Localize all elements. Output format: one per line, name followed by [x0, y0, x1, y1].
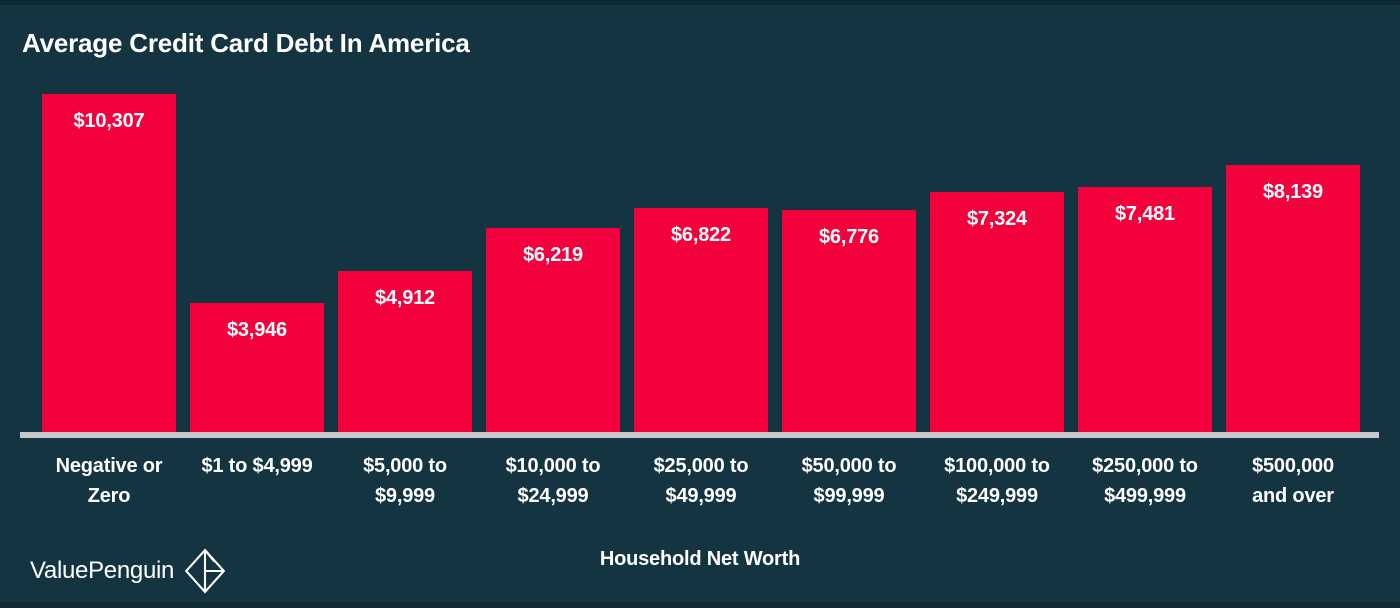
bar: $4,912	[338, 271, 472, 432]
bar-value-label: $7,481	[1115, 203, 1175, 225]
bar: $10,307	[42, 94, 176, 432]
bar: $6,776	[782, 210, 916, 432]
bar: $7,481	[1078, 187, 1212, 432]
x-axis-category: $10,000 to $24,999	[505, 455, 601, 507]
top-edge-strip	[0, 0, 1400, 5]
bar-value-label: $3,946	[227, 319, 287, 341]
x-axis-category: $25,000 to $49,999	[653, 455, 749, 507]
bar: $7,324	[930, 192, 1064, 432]
bar-value-label: $6,822	[671, 224, 731, 246]
x-axis-labels: Negative or Zero $1 to $4,999 $5,000 to $9,9…	[35, 451, 1367, 511]
bar-value-label: $8,139	[1263, 181, 1323, 203]
bar: $3,946	[190, 303, 324, 432]
x-axis-category: $5,000 to $9,999	[363, 455, 447, 507]
chart-title: Average Credit Card Debt In America	[22, 28, 470, 58]
bar-value-label: $6,219	[523, 244, 583, 266]
bar-value-label: $6,776	[819, 226, 879, 248]
brand-name: ValuePenguin	[30, 557, 175, 584]
bar: $6,219	[486, 228, 620, 432]
bar-value-label: $4,912	[375, 287, 435, 309]
x-axis-category: $100,000 to $249,999	[944, 455, 1050, 507]
bar-value-label: $10,307	[73, 110, 145, 132]
bar-value-label: $7,324	[967, 208, 1027, 230]
x-axis-line	[20, 432, 1379, 438]
brand-footer: ValuePenguin	[30, 548, 226, 594]
valuepenguin-logo-icon	[184, 548, 226, 594]
x-axis-category: $500,000 and over	[1252, 455, 1334, 507]
bar: $6,822	[634, 208, 768, 432]
bars-container: $10,307 $3,946 $4,912 $6,219 $6,822 $6,776 $7,…	[42, 94, 1360, 432]
x-axis-category: $50,000 to $99,999	[801, 455, 897, 507]
bar: $8,139	[1226, 165, 1360, 432]
bottom-edge-strip	[0, 602, 1400, 608]
x-axis-category: Negative or Zero	[55, 455, 163, 507]
x-axis-category: $250,000 to $499,999	[1092, 455, 1198, 507]
x-axis-category: $1 to $4,999	[201, 455, 313, 477]
x-axis-title: Household Net Worth	[599, 548, 801, 570]
